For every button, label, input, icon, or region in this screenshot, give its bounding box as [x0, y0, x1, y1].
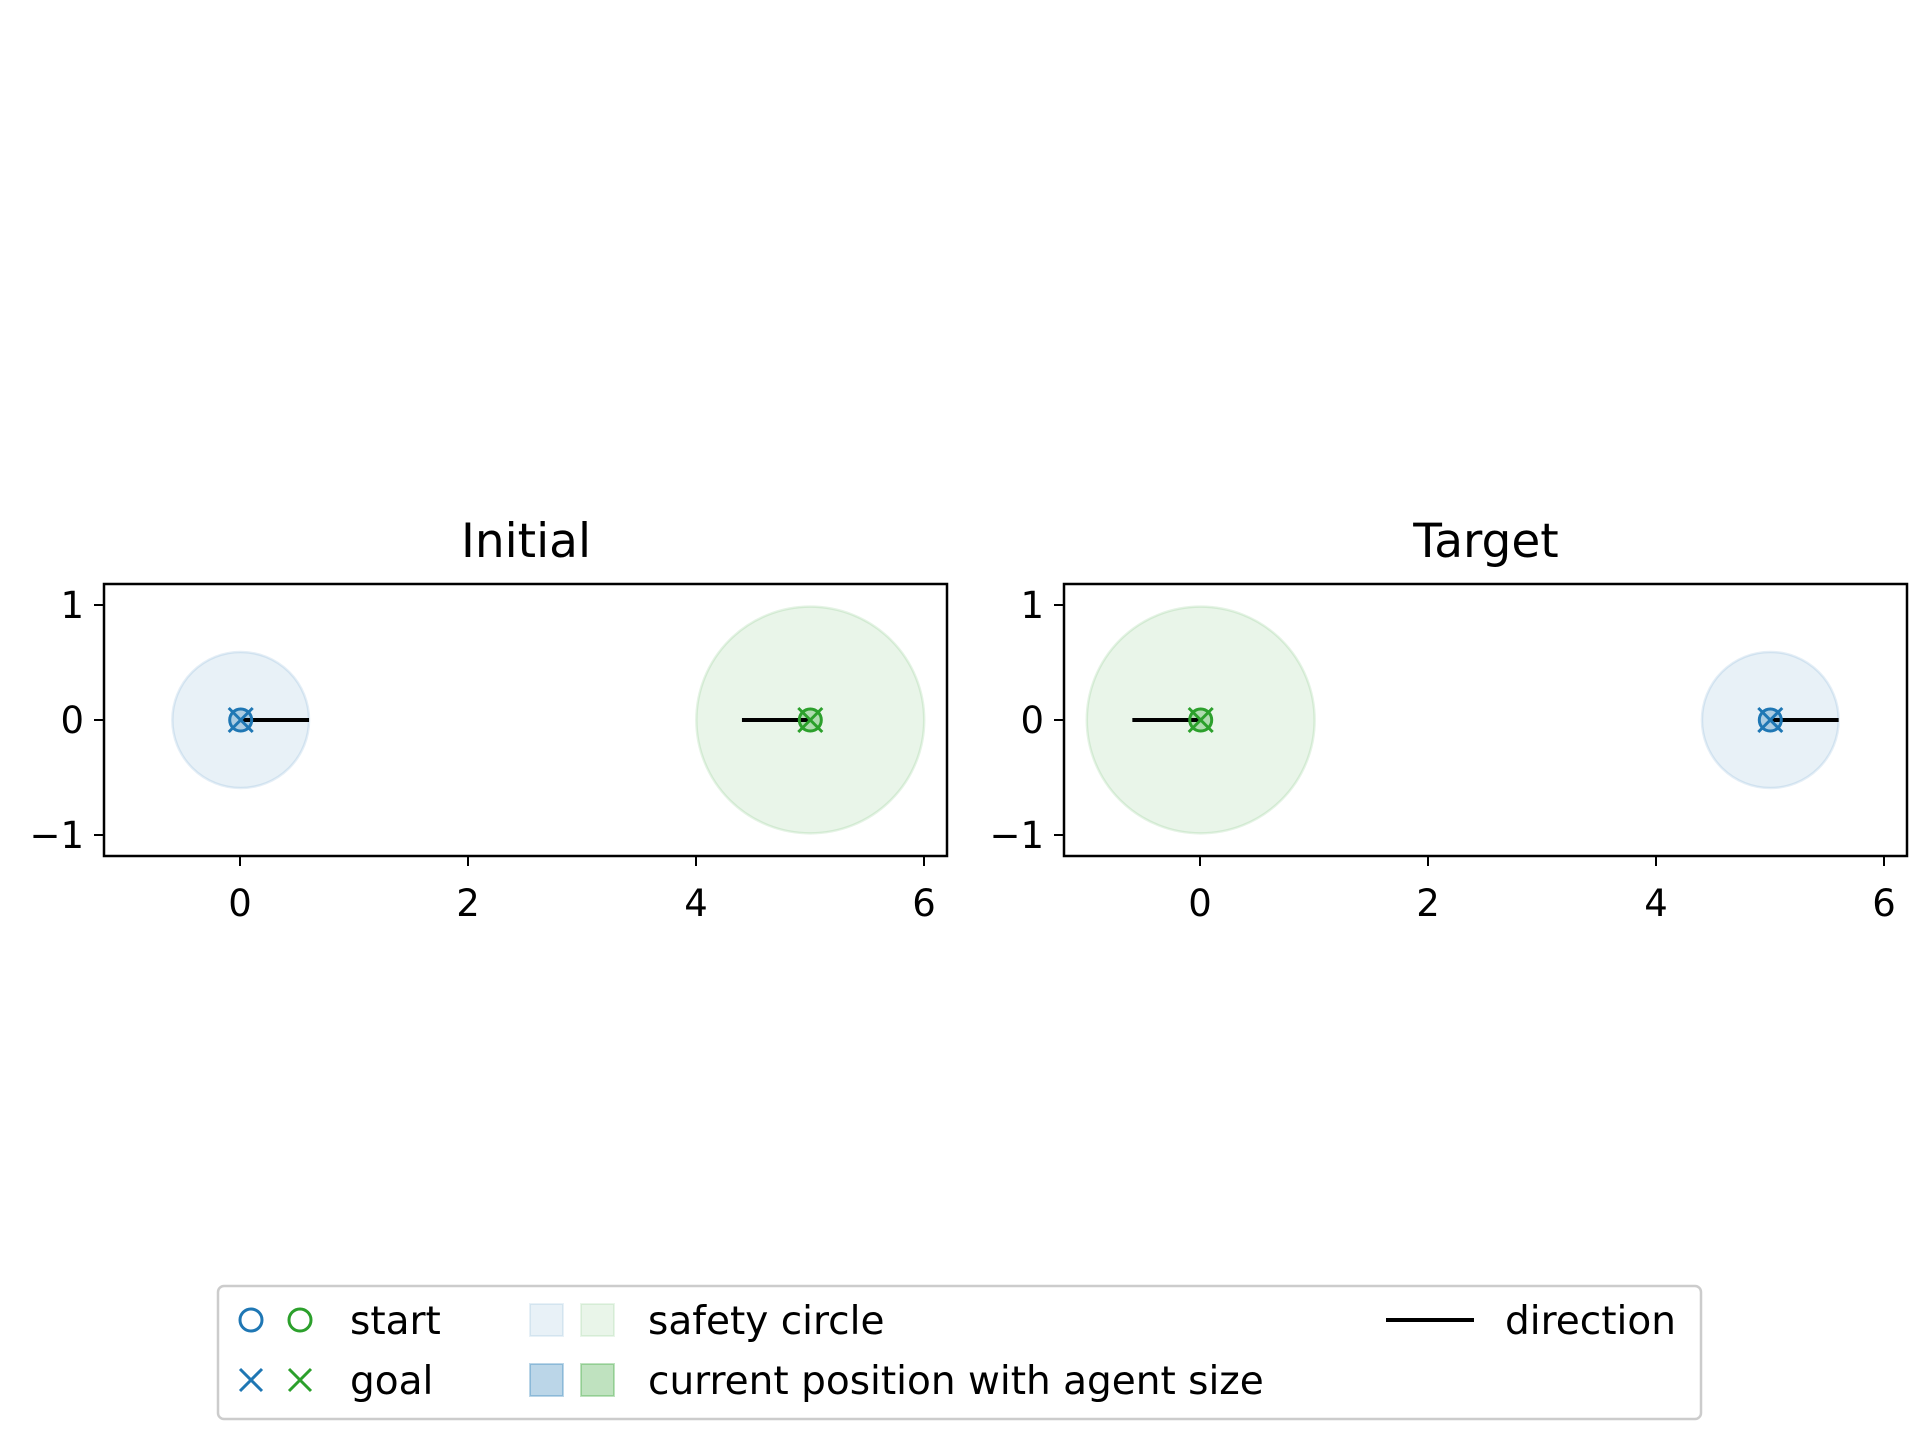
- legend-safety-patch-icon: [580, 1303, 615, 1337]
- legend-start-circle-icon: [238, 1307, 264, 1333]
- legend-entry-goal: goal: [238, 1359, 433, 1404]
- legend-label: current position with agent size: [648, 1359, 1264, 1404]
- legend-start-circle-icon: [287, 1307, 313, 1333]
- axis-ticks: 0 2 4 6 −1 0 1: [989, 584, 1895, 925]
- x-tick-label: 4: [1644, 882, 1668, 925]
- x-tick-label: 2: [1416, 882, 1440, 925]
- legend-entry-start: start: [238, 1299, 441, 1344]
- x-tick-label: 2: [456, 882, 480, 925]
- legend-position-patch-icon: [529, 1363, 564, 1397]
- legend-label: safety circle: [648, 1299, 884, 1344]
- legend-goal-x-icon: [238, 1367, 264, 1393]
- start-marker: [1757, 707, 1783, 733]
- legend-label: goal: [350, 1359, 433, 1404]
- legend-label: start: [350, 1299, 441, 1344]
- subplot-title: Initial: [461, 514, 591, 569]
- x-tick-label: 6: [912, 882, 936, 925]
- legend-entry-current-position: current position with agent size: [529, 1359, 1264, 1404]
- y-tick-label: 1: [60, 584, 84, 627]
- axis-ticks: 0 2 4 6 −1 0 1: [29, 584, 935, 925]
- legend: start goal safety circle current positio…: [216, 1284, 1703, 1421]
- y-tick-label: 1: [1020, 584, 1044, 627]
- start-marker: [797, 707, 823, 733]
- subplot-title: Target: [1412, 514, 1558, 569]
- plot-area: [171, 605, 926, 835]
- x-tick-label: 6: [1872, 882, 1896, 925]
- x-tick-label: 0: [228, 882, 252, 925]
- start-marker: [1188, 707, 1214, 733]
- y-tick-label: −1: [29, 814, 84, 857]
- legend-frame: [216, 1284, 1703, 1421]
- x-tick-label: 0: [1188, 882, 1212, 925]
- y-tick-label: 0: [1020, 699, 1044, 742]
- legend-position-patch-icon: [580, 1363, 615, 1397]
- x-tick-label: 4: [684, 882, 708, 925]
- legend-safety-patch-icon: [529, 1303, 564, 1337]
- y-tick-label: −1: [989, 814, 1044, 857]
- start-marker: [228, 707, 254, 733]
- subplot-initial: Initial 0 2 4 6 −1 0 1: [29, 514, 949, 925]
- legend-entry-direction: direction: [1386, 1299, 1676, 1344]
- legend-label: direction: [1505, 1299, 1676, 1344]
- plot-area: [1085, 605, 1840, 835]
- y-tick-label: 0: [60, 699, 84, 742]
- legend-goal-x-icon: [287, 1367, 313, 1393]
- legend-entry-safety-circle: safety circle: [529, 1299, 884, 1344]
- subplot-target: Target 0 2 4 6 −1 0 1: [989, 514, 1909, 925]
